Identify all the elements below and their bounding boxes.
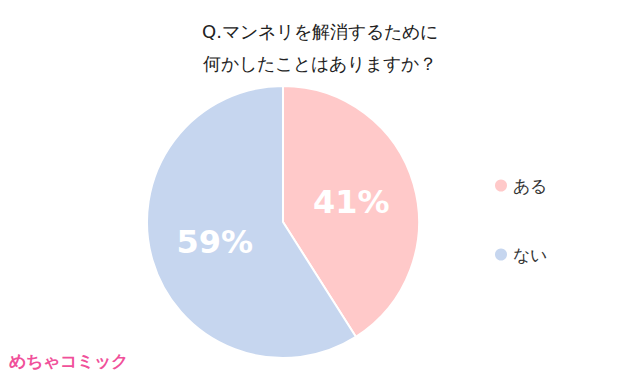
svg-text:ある: ある	[513, 176, 547, 196]
svg-text:何かしたことはありますか？: 何かしたことはありますか？	[203, 53, 437, 74]
svg-text:59%: 59%	[177, 223, 254, 261]
svg-text:めちゃコミック: めちゃコミック	[9, 351, 128, 371]
svg-text:41%: 41%	[313, 183, 390, 221]
svg-text:Q.マンネリを解消するために: Q.マンネリを解消するために	[202, 21, 438, 42]
svg-text:ない: ない	[513, 245, 547, 265]
